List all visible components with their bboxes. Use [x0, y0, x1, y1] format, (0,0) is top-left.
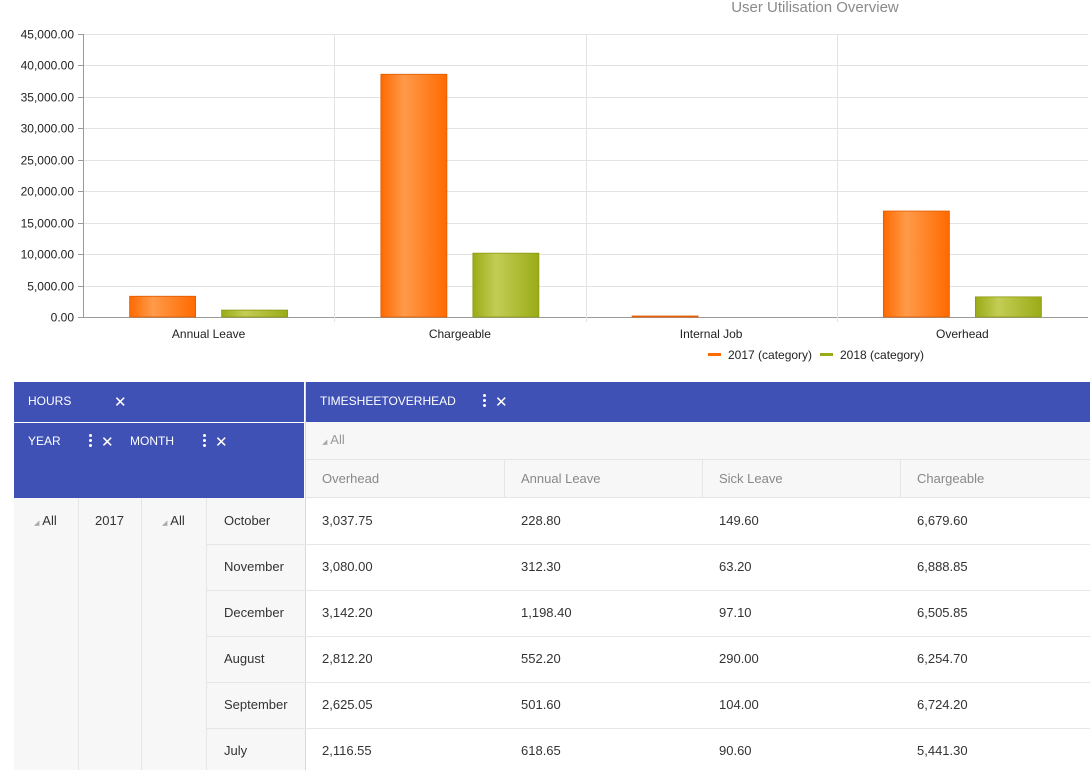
y-tick-label: 0.00: [51, 311, 75, 325]
bar-2017-annual-leave[interactable]: [129, 295, 197, 318]
data-cell[interactable]: 6,505.85: [917, 605, 968, 620]
column-field-label[interactable]: TIMESHEETOVERHEAD: [320, 394, 456, 408]
expand-icon: ◢: [162, 520, 168, 527]
row-all-expander[interactable]: ◢ All: [34, 513, 57, 528]
bar-2018-chargeable[interactable]: [472, 252, 540, 318]
data-cell[interactable]: 552.20: [521, 651, 561, 666]
data-cell[interactable]: 97.10: [719, 605, 752, 620]
y-tick-label: 10,000.00: [21, 248, 75, 262]
legend-swatch[interactable]: [820, 353, 833, 356]
data-cell[interactable]: 2,116.55: [322, 743, 372, 758]
column-all-expander[interactable]: ◢ All: [322, 432, 345, 447]
month-row-header[interactable]: December: [224, 605, 284, 620]
data-cell[interactable]: 290.00: [719, 651, 759, 666]
column-field-menu-icon[interactable]: [483, 394, 487, 409]
y-tick-label: 25,000.00: [21, 154, 75, 168]
pivot-grid: HOURS ✕ TIMESHEETOVERHEAD ✕ YEAR ✕ MONTH…: [14, 382, 1090, 770]
month-row-header[interactable]: July: [224, 743, 248, 758]
data-cell[interactable]: 501.60: [521, 697, 561, 712]
month-row-header[interactable]: November: [224, 559, 284, 574]
chart-title: User Utilisation Overview: [731, 0, 899, 16]
expand-icon: ◢: [34, 520, 40, 527]
expand-icon: ◢: [322, 439, 328, 446]
data-cell[interactable]: 6,254.70: [917, 651, 968, 666]
x-tick-label: Internal Job: [680, 327, 743, 341]
y-tick-label: 35,000.00: [21, 91, 75, 105]
y-tick-label: 30,000.00: [21, 122, 75, 136]
column-field-header: [306, 382, 1090, 422]
measure-header: [14, 382, 304, 422]
y-tick-label: 40,000.00: [21, 59, 75, 73]
measure-field-label[interactable]: HOURS: [28, 394, 72, 408]
row-field-year-label[interactable]: YEAR: [28, 434, 61, 448]
y-tick-label: 5,000.00: [27, 280, 74, 294]
chart-grid: [78, 34, 1088, 322]
month-field-menu-icon[interactable]: [203, 434, 207, 449]
y-tick-label: 15,000.00: [21, 217, 75, 231]
data-cell[interactable]: 149.60: [719, 513, 759, 528]
chart-bars: [129, 73, 1042, 318]
column-header-annual-leave[interactable]: Annual Leave: [521, 471, 601, 486]
row-fields-header: [14, 423, 304, 498]
y-tick-label: 20,000.00: [21, 185, 75, 199]
row-header-area: [14, 498, 305, 770]
column-header-chargeable[interactable]: Chargeable: [917, 471, 985, 486]
data-cell[interactable]: 3,142.20: [322, 605, 373, 620]
data-cell[interactable]: 90.60: [719, 743, 752, 758]
chart-labels: 0.00 5,000.00 10,000.00 15,000.00 20,000.00 2…: [21, 28, 989, 342]
remove-measure-close-icon[interactable]: ✕: [114, 394, 127, 411]
bar-2017-internal-job[interactable]: [631, 315, 699, 318]
legend-label[interactable]: 2017 (category): [728, 348, 812, 362]
bar-2017-overhead[interactable]: [882, 210, 950, 318]
x-tick-label: Overhead: [936, 327, 989, 341]
month-row-header[interactable]: August: [224, 651, 265, 666]
data-cell[interactable]: 6,724.20: [917, 697, 968, 712]
month-all-expander[interactable]: ◢ All: [162, 513, 185, 528]
data-cell[interactable]: 5,441.30: [917, 743, 968, 758]
legend-swatch[interactable]: [708, 353, 721, 356]
legend-label[interactable]: 2018 (category): [840, 348, 924, 362]
data-cell[interactable]: 104.00: [719, 697, 759, 712]
utilisation-chart: User Utilisation Overview 0.00 5,000.00 10…: [21, 0, 1088, 362]
bar-2018-overhead[interactable]: [974, 296, 1042, 318]
x-tick-label: Annual Leave: [172, 327, 246, 341]
month-row-header[interactable]: September: [224, 697, 288, 712]
row-all-label: All: [42, 513, 57, 528]
data-cell[interactable]: 2,812.20: [322, 651, 373, 666]
data-cell[interactable]: 1,198.40: [521, 605, 572, 620]
data-cell[interactable]: 228.80: [521, 513, 561, 528]
row-field-month-label[interactable]: MONTH: [130, 434, 174, 448]
x-tick-label: Chargeable: [429, 327, 491, 341]
month-row-header[interactable]: October: [224, 513, 271, 528]
data-cell[interactable]: 312.30: [521, 559, 561, 574]
remove-month-close-icon[interactable]: ✕: [215, 434, 228, 451]
bar-2017-chargeable[interactable]: [380, 73, 448, 318]
remove-column-field-close-icon[interactable]: ✕: [495, 394, 508, 411]
data-cell[interactable]: 2,625.05: [322, 697, 373, 712]
data-cell[interactable]: 3,080.00: [322, 559, 373, 574]
data-cell[interactable]: 618.65: [521, 743, 561, 758]
data-cell[interactable]: 6,679.60: [917, 513, 968, 528]
column-header-area: [305, 422, 1090, 498]
month-all-label: All: [170, 513, 185, 528]
data-cell[interactable]: 3,037.75: [322, 513, 373, 528]
data-cell[interactable]: 63.20: [719, 559, 752, 574]
year-field-menu-icon[interactable]: [89, 434, 93, 449]
column-header-overhead[interactable]: Overhead: [322, 471, 380, 486]
remove-year-close-icon[interactable]: ✕: [101, 434, 114, 451]
bar-2018-annual-leave[interactable]: [221, 309, 289, 318]
year-cell[interactable]: 2017: [95, 513, 124, 528]
column-header-sick-leave[interactable]: Sick Leave: [719, 471, 783, 486]
data-cell[interactable]: 6,888.85: [917, 559, 968, 574]
y-tick-label: 45,000.00: [21, 28, 75, 42]
column-all-label: All: [330, 432, 345, 447]
chart-legend[interactable]: 2017 (category) 2018 (category): [708, 348, 924, 362]
